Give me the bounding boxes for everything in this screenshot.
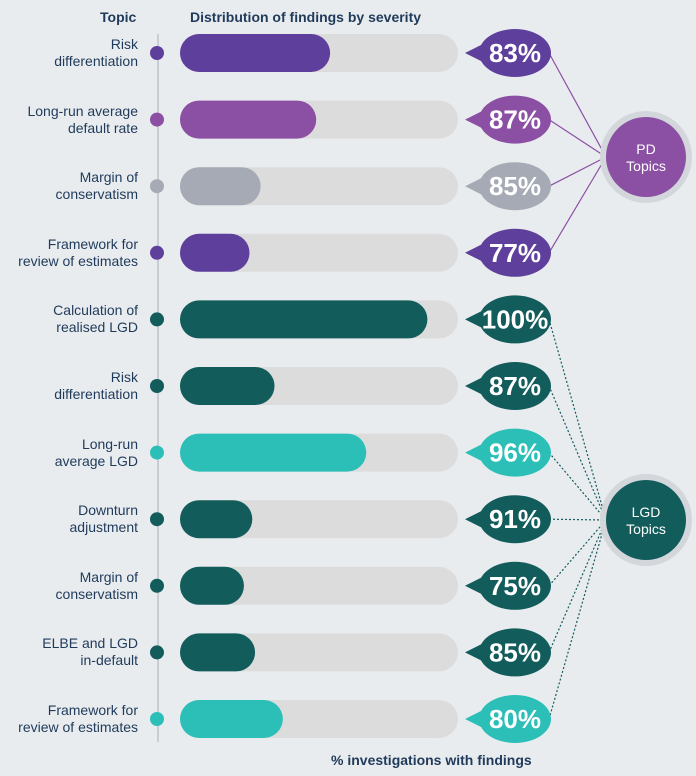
topic-dot [150, 445, 164, 460]
group-hub-label: PD [636, 141, 655, 157]
percent-label: 75% [489, 571, 541, 601]
topic-label: ELBE and LGD in-default [42, 635, 138, 669]
topic-label: Framework for review of estimates [18, 702, 138, 735]
topic-label: Margin of conservatism [55, 568, 138, 602]
percent-label: 87% [489, 105, 541, 135]
percent-bubble [479, 628, 551, 677]
topic-label: Calculation of realised LGD [53, 302, 138, 336]
group-hub [606, 117, 686, 197]
connector-line [548, 52, 607, 158]
topic-dot [150, 112, 164, 127]
topic-column-header: Topic [100, 9, 137, 25]
topic-label: Risk differentiation [54, 36, 138, 69]
percent-label: 85% [489, 637, 541, 667]
bar-fill [180, 233, 250, 272]
percent-bubble [479, 162, 551, 211]
percent-bubble [479, 561, 551, 610]
percent-label: 87% [489, 371, 541, 401]
chart-title: Distribution of findings by severity [190, 9, 422, 25]
topic-label: Downturn adjustment [69, 502, 138, 536]
connector-line [548, 156, 607, 187]
percent-bubble [479, 495, 551, 544]
percent-label: 96% [489, 438, 541, 468]
connector-line [548, 119, 607, 158]
percent-bubble [479, 362, 551, 410]
percent-label: 85% [489, 171, 541, 201]
topic-dot [150, 179, 164, 194]
connector-line [548, 519, 607, 587]
topic-dot [150, 512, 164, 527]
bar-track [180, 566, 458, 605]
bar-fill [180, 167, 261, 206]
bar-fill [180, 367, 275, 405]
group-hub [606, 480, 686, 560]
bar-fill [180, 300, 428, 339]
connector-line [548, 156, 607, 254]
topic-dot [150, 712, 164, 726]
topic-dot [150, 245, 164, 260]
group-hub-label: Topics [626, 521, 666, 537]
bar-fill [180, 100, 317, 139]
percent-label: 80% [489, 704, 541, 734]
percent-bubble [479, 228, 551, 277]
connector-line [548, 452, 607, 521]
topic-label: Framework for review of estimates [18, 235, 138, 269]
topic-dot [150, 379, 164, 393]
percent-label: 77% [489, 238, 541, 268]
bar-fill [180, 34, 331, 72]
topic-label: Risk differentiation [54, 369, 138, 402]
bar-fill [180, 700, 283, 738]
topic-dot [150, 46, 164, 60]
topic-dot [150, 645, 164, 660]
bar-fill [180, 633, 256, 672]
percent-bubble [479, 29, 551, 77]
bar-fill [180, 433, 367, 472]
percent-label: 91% [489, 504, 541, 534]
topic-dot [150, 312, 164, 327]
percent-bubble [479, 295, 551, 344]
topic-label: Margin of conservatism [55, 169, 138, 203]
percent-bubble [479, 95, 551, 144]
percent-label: 83% [489, 38, 541, 68]
percent-label: 100% [482, 304, 549, 334]
connector-line [548, 519, 607, 720]
bar-fill [180, 500, 253, 539]
bar-track [180, 233, 458, 272]
topic-dot [150, 578, 164, 593]
connector-line [548, 518, 607, 521]
connector-line [548, 319, 607, 521]
group-hub-label: LGD [632, 504, 661, 520]
connector-line [548, 519, 607, 653]
bar-fill [180, 566, 244, 605]
topic-label: Long-run average default rate [27, 102, 138, 136]
topic-label: Long-run average LGD [54, 435, 138, 469]
percent-bubble [479, 428, 551, 477]
x-axis-label: % investigations with findings [331, 752, 532, 768]
percent-bubble [479, 695, 551, 743]
group-hub-label: Topics [626, 158, 666, 174]
connector-line [548, 385, 607, 521]
